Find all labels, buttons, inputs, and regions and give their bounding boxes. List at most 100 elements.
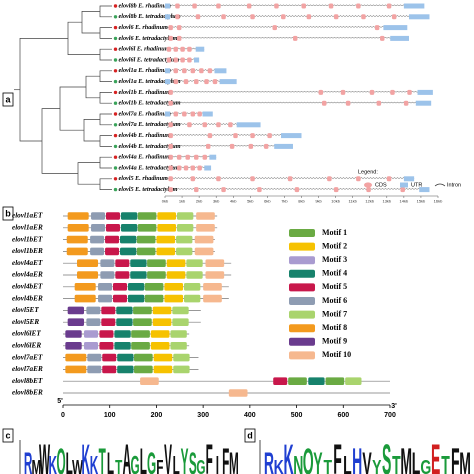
cds-box (386, 3, 392, 9)
gene-name: elovl8b E. tetradactylum (119, 13, 181, 20)
x-tick-label: 5kb (247, 199, 254, 204)
x-tick-label: 0 (61, 412, 65, 419)
cds-box (173, 68, 179, 74)
utr-box (408, 14, 430, 20)
gene-name: elovl8b E. rhadinum (119, 2, 172, 9)
logo-letter: K (283, 435, 293, 474)
cds-box (207, 68, 213, 74)
species-dot (113, 15, 118, 19)
motif-box (112, 283, 127, 291)
utr-box (165, 68, 171, 74)
motif-legend-swatch (289, 256, 315, 265)
motif-box (150, 342, 170, 350)
motif-box (166, 271, 186, 279)
cds-box (182, 111, 187, 117)
cds-box (190, 176, 196, 182)
motif-box (102, 353, 117, 362)
cds-box (301, 3, 306, 9)
logo-letter: S (382, 435, 391, 474)
cds-box (185, 154, 190, 160)
cds-box (212, 79, 218, 85)
intron-line (164, 37, 409, 39)
species-dot (113, 25, 118, 30)
cds-box (187, 122, 192, 128)
motif-box (130, 259, 147, 267)
cds-box (216, 3, 221, 9)
motif-box (74, 283, 96, 291)
cds-box (267, 133, 272, 139)
gene-name: elovl1aET (12, 212, 43, 220)
intron-line (164, 101, 430, 104)
cds-box (333, 187, 339, 193)
cds-box (328, 3, 334, 9)
motif-box (288, 377, 307, 385)
x-tick-label: 7kb (281, 199, 288, 204)
motif-box (91, 212, 106, 220)
gene-name: elovl8bET (12, 377, 43, 385)
gene-name: elovl6 E. rhadinum (119, 24, 169, 31)
cds-box (176, 25, 182, 31)
cds-box (183, 79, 189, 85)
logo-letter: T (323, 455, 332, 474)
motif-box (120, 224, 138, 232)
logo-letter: M (229, 448, 239, 474)
motif-box (115, 271, 130, 279)
cds-box (168, 25, 173, 31)
gene-name: elovl7a E. tetradactylum (119, 121, 181, 128)
panel-label: a (5, 94, 11, 104)
motif-box (228, 389, 248, 397)
motif-box (152, 318, 172, 326)
gene-name: elovl7aET (12, 353, 43, 361)
cds-box (173, 46, 179, 52)
x-tick-label: 16kb (434, 199, 443, 204)
cds-box (166, 57, 172, 63)
utr-box (195, 46, 205, 52)
species-dot (113, 187, 118, 192)
cds-box (327, 176, 332, 182)
motif-box (66, 247, 88, 256)
x-tick-label: 11kb (348, 199, 357, 204)
logo-letter: H (352, 441, 362, 474)
motif-box (90, 247, 105, 256)
motif-box (196, 224, 215, 232)
motif-box (117, 353, 134, 362)
motif-box (183, 294, 201, 303)
motif-box (119, 247, 137, 256)
utr-box (204, 165, 212, 171)
cds-box (287, 176, 293, 182)
cds-box (361, 14, 366, 20)
cds-box (166, 46, 172, 52)
gene-name: elovl1a E. tetradactylum (119, 78, 181, 85)
motif-box (134, 353, 153, 362)
x-tick-label: 12kb (365, 199, 374, 204)
utr-box (194, 57, 200, 63)
logo-letter: F (156, 457, 163, 474)
logo-letter: I (216, 452, 219, 474)
motif-box (65, 365, 87, 374)
cds-box (369, 89, 375, 95)
x-tick-label: 10kb (331, 199, 340, 204)
motif-box (176, 224, 194, 232)
legend-swatch (400, 182, 408, 188)
cds-box (168, 89, 173, 95)
cds-box (333, 14, 339, 20)
motif-box (147, 271, 166, 279)
cds-box (168, 154, 173, 160)
cds-box (321, 100, 327, 106)
gene-name: elovl6 E. tetradactylum (119, 35, 178, 42)
cds-box (176, 35, 182, 41)
motif-box (157, 224, 177, 232)
utr-box (403, 3, 425, 9)
cds-box (272, 25, 277, 31)
legend-label: UTR (411, 182, 422, 188)
motif-box (273, 377, 288, 385)
motif-box (112, 294, 127, 303)
utr-box (165, 14, 171, 20)
gene-name: elovl5ET (12, 306, 39, 314)
motif-legend-swatch (289, 242, 315, 251)
x-tick-label: 8kb (298, 199, 305, 204)
logo-letter: Y (313, 447, 322, 474)
motif-box (203, 283, 222, 291)
cds-box (175, 3, 180, 9)
